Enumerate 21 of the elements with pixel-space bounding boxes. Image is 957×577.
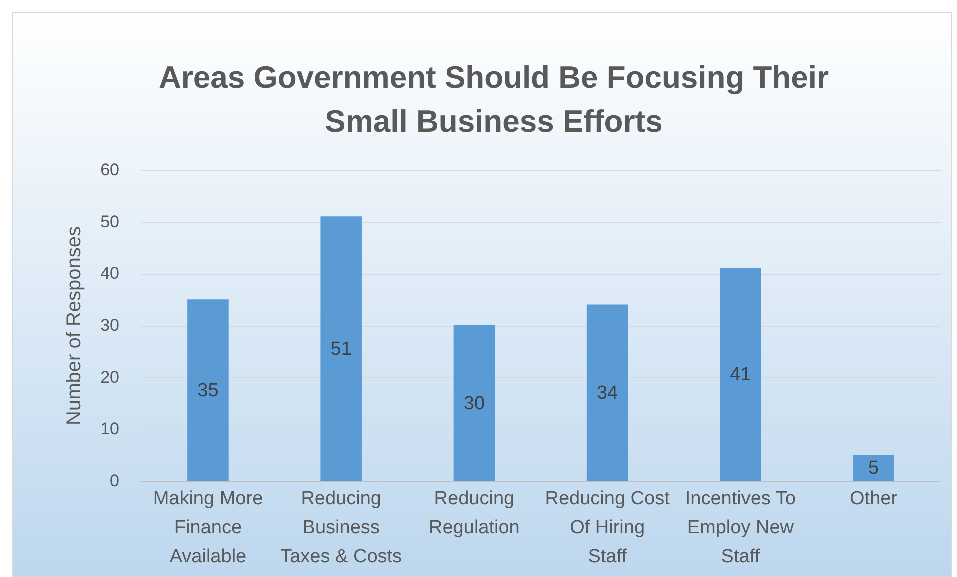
data-label: 30 <box>464 393 486 414</box>
y-axis-title: Number of Responses <box>64 226 86 426</box>
data-label: 5 <box>868 458 880 480</box>
y-tick-label: 40 <box>100 264 120 284</box>
y-tick-label: 60 <box>100 160 120 180</box>
data-label: 41 <box>730 364 752 386</box>
x-tick-label: Reducing Regulation <box>429 488 520 538</box>
x-tick-label: Other <box>850 488 898 510</box>
y-tick-label: 10 <box>100 420 120 439</box>
x-tick-label: Making More Finance Available <box>153 488 264 568</box>
x-tick-label: Reducing Business Taxes & Costs <box>280 488 402 568</box>
y-tick-label: 30 <box>100 316 120 335</box>
y-tick-label: 50 <box>100 212 120 232</box>
data-label: 34 <box>596 382 619 404</box>
y-tick-label: 0 <box>110 472 120 490</box>
data-label: 51 <box>330 338 352 360</box>
x-tick-label: Reducing Cost Of Hiring Staff <box>545 488 671 568</box>
chart-title: Areas Government Should Be Focusing Their Small Business Efforts <box>158 60 830 139</box>
x-tick-label: Incentives To Employ New Staff <box>685 488 796 568</box>
data-label: 35 <box>198 380 219 402</box>
y-tick-label: 20 <box>100 368 120 387</box>
